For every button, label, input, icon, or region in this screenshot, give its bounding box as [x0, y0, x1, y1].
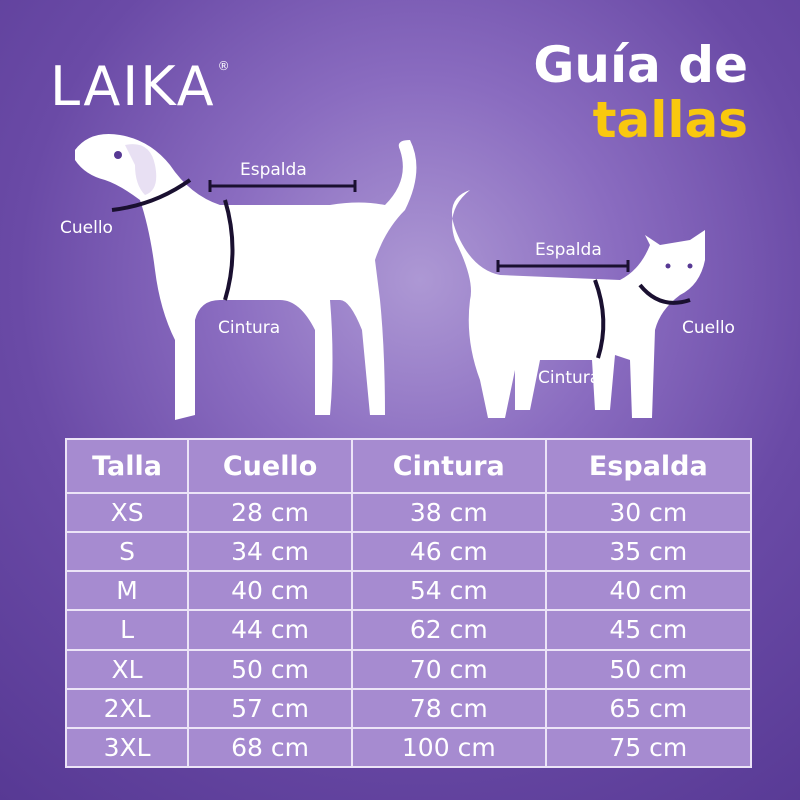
- header-back: Espalda: [544, 438, 753, 494]
- cell-back: 40 cm: [544, 570, 753, 612]
- brand-name: LAIKA: [50, 55, 216, 118]
- cat-neck-label: Cuello: [682, 318, 735, 338]
- table-row: XL 50 cm 70 cm 50 cm: [64, 648, 753, 690]
- dog-back-label: Espalda: [240, 160, 307, 180]
- cat-back-measure: [496, 260, 630, 272]
- cell-neck: 68 cm: [187, 726, 353, 769]
- cell-back: 35 cm: [544, 531, 753, 573]
- table-row: S 34 cm 46 cm 35 cm: [64, 531, 753, 573]
- cell-size: 3XL: [64, 726, 190, 769]
- cell-neck: 40 cm: [187, 570, 353, 612]
- cell-waist: 100 cm: [350, 726, 547, 769]
- page-title-line2: tallas: [592, 91, 748, 149]
- table-row: L 44 cm 62 cm 45 cm: [64, 609, 753, 651]
- page-title-line1: Guía de: [533, 36, 748, 94]
- dog-waist-measure: [223, 199, 235, 301]
- cell-neck: 44 cm: [187, 609, 353, 651]
- cell-waist: 78 cm: [350, 687, 547, 729]
- table-row: XS 28 cm 38 cm 30 cm: [64, 491, 753, 534]
- header-neck: Cuello: [187, 438, 353, 494]
- cell-back: 30 cm: [544, 491, 753, 534]
- cell-back: 45 cm: [544, 609, 753, 651]
- cat-silhouette: [452, 190, 705, 418]
- cell-neck: 50 cm: [187, 648, 353, 690]
- cell-size: XL: [64, 648, 190, 690]
- cell-back: 50 cm: [544, 648, 753, 690]
- table-row: M 40 cm 54 cm 40 cm: [64, 570, 753, 612]
- cell-size: M: [64, 570, 190, 612]
- cell-back: 65 cm: [544, 687, 753, 729]
- cell-waist: 38 cm: [350, 491, 547, 534]
- size-table: Talla Cuello Cintura Espalda XS 28 cm 38 c…: [64, 438, 753, 769]
- cell-size: S: [64, 531, 190, 573]
- registered-mark: ®: [217, 59, 232, 73]
- pet-illustrations: [75, 134, 705, 420]
- cell-waist: 46 cm: [350, 531, 547, 573]
- dog-back-measure: [208, 180, 357, 192]
- dog-neck-measure: [111, 178, 192, 212]
- dog-silhouette: [75, 134, 417, 420]
- brand-logo: LAIKA ®: [50, 55, 232, 118]
- cell-back: 75 cm: [544, 726, 753, 769]
- cell-neck: 34 cm: [187, 531, 353, 573]
- cat-waist-measure: [593, 279, 606, 359]
- dog-waist-label: Cintura: [218, 318, 281, 338]
- cell-neck: 57 cm: [187, 687, 353, 729]
- cell-waist: 70 cm: [350, 648, 547, 690]
- cell-size: XS: [64, 491, 190, 534]
- header-size: Talla: [64, 438, 190, 494]
- cat-neck-measure: [638, 283, 691, 305]
- table-header-row: Talla Cuello Cintura Espalda: [64, 438, 753, 494]
- table-row: 3XL 68 cm 100 cm 75 cm: [64, 726, 753, 769]
- cell-size: 2XL: [64, 687, 190, 729]
- cat-back-label: Espalda: [535, 240, 602, 260]
- cat-waist-label: Cintura: [538, 368, 601, 388]
- cell-waist: 54 cm: [350, 570, 547, 612]
- cell-waist: 62 cm: [350, 609, 547, 651]
- header-waist: Cintura: [350, 438, 547, 494]
- dog-neck-label: Cuello: [60, 218, 113, 238]
- table-row: 2XL 57 cm 78 cm 65 cm: [64, 687, 753, 729]
- cell-size: L: [64, 609, 190, 651]
- cell-neck: 28 cm: [187, 491, 353, 534]
